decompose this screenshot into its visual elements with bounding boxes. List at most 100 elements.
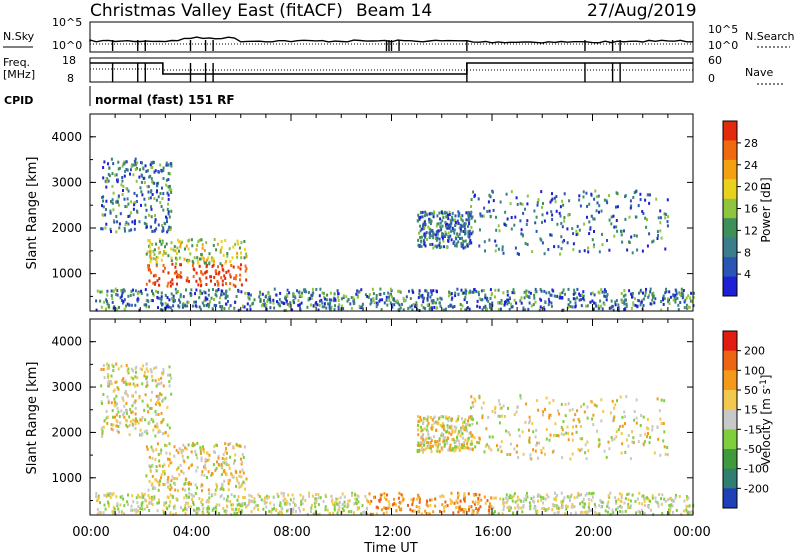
data-cell <box>474 500 477 504</box>
data-cell <box>497 288 500 292</box>
data-cell <box>388 293 391 297</box>
data-cell <box>561 291 564 295</box>
data-cell <box>287 493 290 497</box>
data-cell <box>426 418 429 422</box>
data-cell <box>423 232 426 236</box>
data-cell <box>123 504 126 508</box>
data-cell <box>137 421 140 425</box>
data-cell <box>458 212 461 216</box>
data-cell <box>130 411 133 415</box>
data-cell <box>468 505 470 509</box>
data-cell <box>568 213 571 216</box>
data-cell <box>411 503 414 507</box>
data-cell <box>222 506 225 510</box>
data-cell <box>173 245 176 249</box>
x-tick-label: 20:00 <box>575 525 612 540</box>
data-cell <box>184 247 186 251</box>
data-cell <box>172 512 175 516</box>
data-cell <box>643 440 646 444</box>
data-cell <box>136 298 139 302</box>
data-cell <box>494 407 497 411</box>
data-cell <box>520 506 523 510</box>
data-cell <box>129 211 132 215</box>
data-cell <box>497 224 500 228</box>
data-cell <box>517 405 519 409</box>
data-cell <box>516 203 519 206</box>
data-cell <box>151 193 154 196</box>
data-cell <box>611 508 614 512</box>
data-cell <box>550 210 553 214</box>
data-cell <box>135 200 138 203</box>
data-cell <box>417 238 420 242</box>
data-cell <box>240 283 243 287</box>
data-cell <box>461 224 464 228</box>
data-cell <box>120 409 123 413</box>
data-cell <box>526 194 529 198</box>
data-cell <box>128 433 131 437</box>
data-cell <box>691 299 694 303</box>
data-cell <box>586 215 588 219</box>
data-cell <box>144 164 147 168</box>
data-cell <box>320 298 323 302</box>
data-cell <box>385 295 388 299</box>
data-cell <box>528 421 531 425</box>
data-cell <box>357 290 360 294</box>
data-cell <box>289 502 291 506</box>
data-cell <box>302 495 305 499</box>
data-cell <box>184 511 187 515</box>
data-cell <box>314 304 317 308</box>
data-cell <box>483 240 486 244</box>
data-cell <box>105 222 108 226</box>
data-cell <box>461 291 464 295</box>
data-cell <box>226 499 229 503</box>
data-cell <box>589 226 592 230</box>
data-cell <box>559 296 562 300</box>
data-cell <box>156 182 159 186</box>
data-cell <box>205 241 208 245</box>
data-cell <box>151 482 154 486</box>
data-cell <box>481 298 484 302</box>
data-cell <box>417 243 420 247</box>
data-cell <box>572 425 574 429</box>
data-cell <box>179 463 182 467</box>
data-cell <box>608 194 610 198</box>
data-cell <box>508 496 511 500</box>
data-cell <box>456 496 459 500</box>
data-cell <box>595 512 598 516</box>
data-cell <box>626 248 629 252</box>
data-cell <box>474 492 477 496</box>
data-cell <box>263 302 266 306</box>
data-cell <box>442 435 445 439</box>
data-cell <box>387 500 390 504</box>
data-cell <box>417 494 420 498</box>
data-cell <box>480 498 483 502</box>
data-cell <box>116 200 119 204</box>
data-cell <box>214 468 217 472</box>
data-cell <box>478 394 481 398</box>
data-cell <box>162 229 165 233</box>
data-cell <box>310 506 313 510</box>
data-cell <box>455 242 458 246</box>
data-cell <box>639 192 642 196</box>
data-cell <box>468 307 471 311</box>
data-cell <box>624 422 626 426</box>
data-cell <box>241 460 244 464</box>
data-cell <box>285 296 287 300</box>
data-cell <box>216 289 219 293</box>
data-cell <box>282 492 285 496</box>
data-cell <box>105 416 108 420</box>
data-cell <box>233 494 236 498</box>
data-cell <box>590 292 593 296</box>
data-cell <box>112 219 115 222</box>
data-cell <box>329 291 332 295</box>
data-cell <box>258 495 261 498</box>
data-cell <box>656 397 659 401</box>
data-cell <box>234 242 237 246</box>
colorbar-tick-label: 15 <box>744 404 758 417</box>
data-cell <box>326 293 329 297</box>
x-tick-label: 08:00 <box>273 525 310 540</box>
data-cell <box>593 243 595 247</box>
data-cell <box>665 290 668 294</box>
data-cell <box>450 433 453 436</box>
data-cell <box>418 506 421 510</box>
